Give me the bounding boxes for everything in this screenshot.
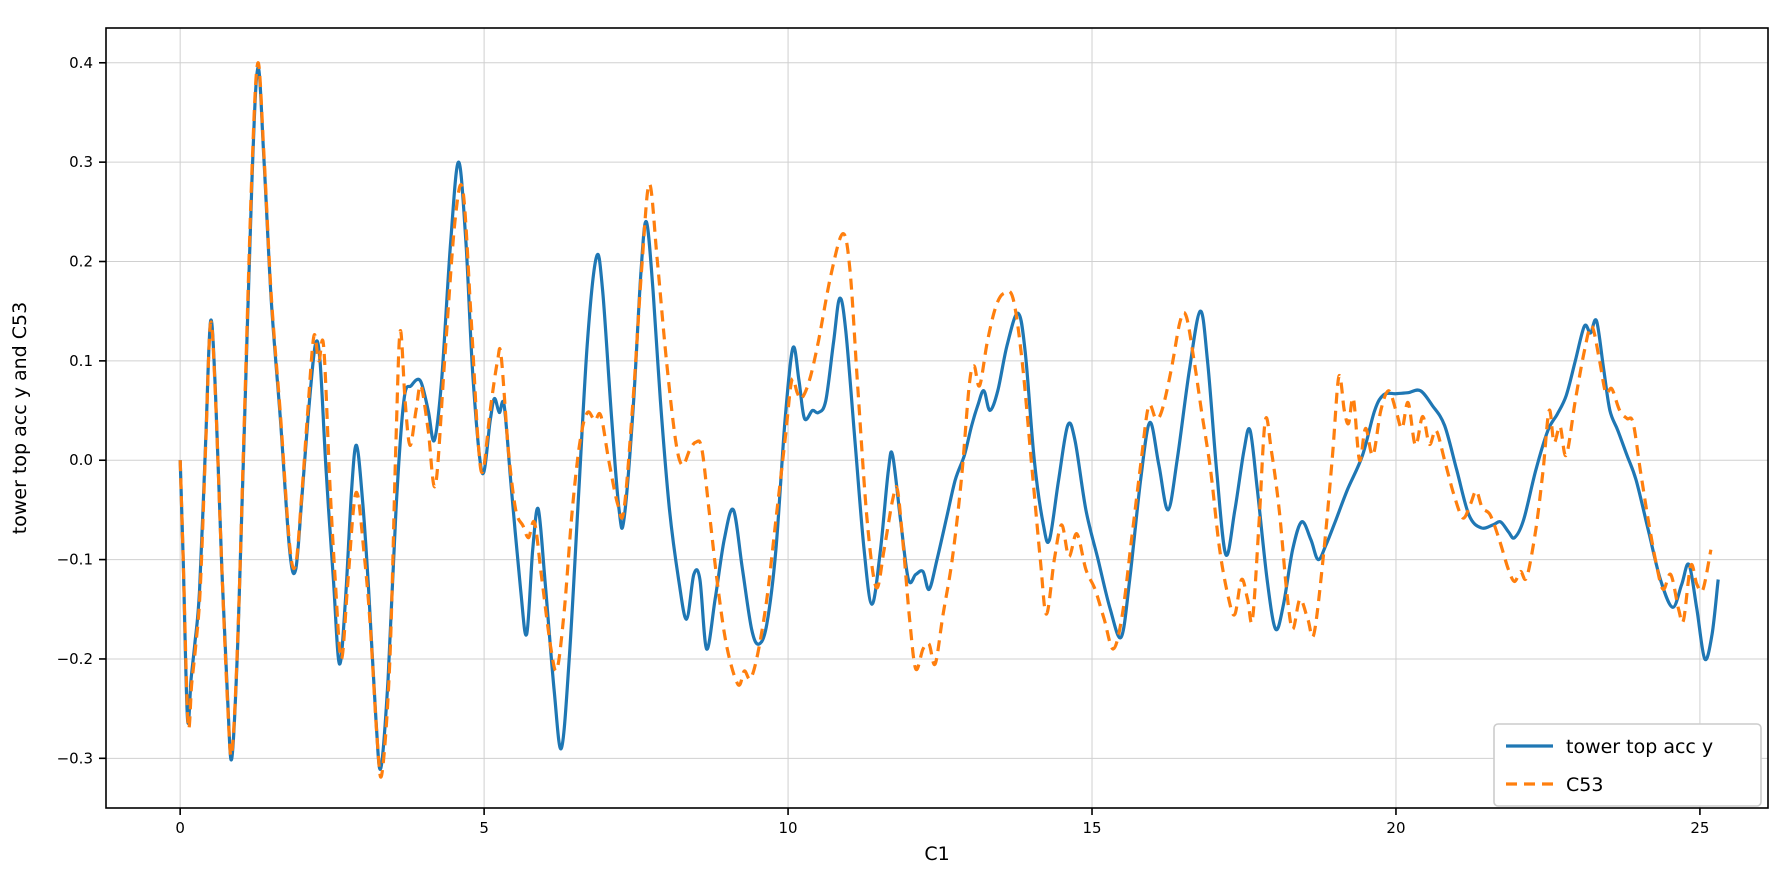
svg-text:15: 15 [1082,819,1101,837]
series-line-tower-top-acc-y [178,66,1720,771]
tick-layer: 0 5 10 15 20 25 −0.3 −0.2 −0.1 0.0 0.1 0.2 0.3 0.4 [57,54,1710,837]
svg-text:0: 0 [175,819,185,837]
svg-text:0.3: 0.3 [69,153,93,171]
y-axis-label: tower top acc y and C53 [9,302,31,534]
series-line-c53 [178,61,1713,779]
svg-text:0.2: 0.2 [69,253,93,271]
svg-text:0.4: 0.4 [69,54,93,72]
svg-text:−0.3: −0.3 [57,749,93,767]
x-axis-label: C1 [924,843,949,865]
svg-text:−0.2: −0.2 [57,650,93,668]
svg-text:0.0: 0.0 [69,451,93,469]
svg-text:−0.1: −0.1 [57,551,93,569]
svg-text:0.1: 0.1 [69,352,93,370]
series-layer [178,61,1720,779]
legend: tower top acc y C53 [1493,723,1762,807]
grid-layer [106,28,1768,808]
legend-label: C53 [1566,774,1603,796]
plot-border [105,27,1769,809]
legend-box [1493,723,1762,807]
legend-label: tower top acc y [1566,736,1713,758]
svg-text:10: 10 [779,819,798,837]
svg-text:5: 5 [479,819,489,837]
svg-text:25: 25 [1690,819,1709,837]
svg-text:20: 20 [1386,819,1405,837]
